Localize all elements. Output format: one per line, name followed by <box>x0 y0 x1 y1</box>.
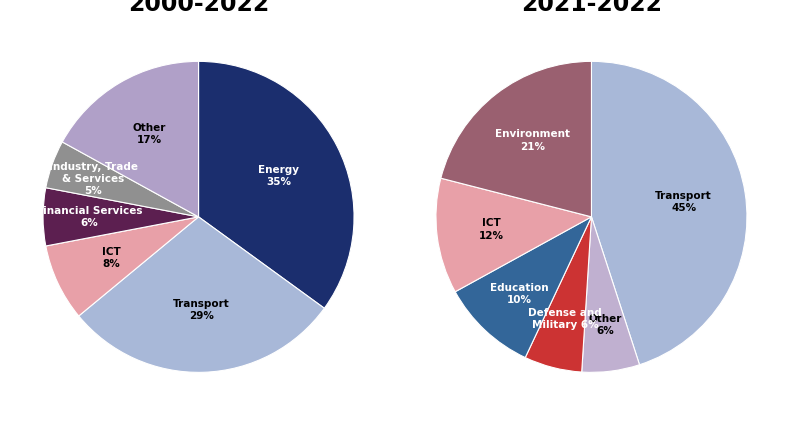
Text: Other
6%: Other 6% <box>589 313 622 336</box>
Wedge shape <box>62 61 198 217</box>
Wedge shape <box>525 217 592 372</box>
Text: Other
17%: Other 17% <box>133 123 166 145</box>
Title: 2021-2022: 2021-2022 <box>521 0 662 16</box>
Text: Financial Services
6%: Financial Services 6% <box>36 206 143 228</box>
Wedge shape <box>436 178 592 292</box>
Text: Education
10%: Education 10% <box>490 283 548 305</box>
Text: Transport
29%: Transport 29% <box>173 299 230 321</box>
Text: Environment
21%: Environment 21% <box>495 129 570 152</box>
Wedge shape <box>79 217 325 372</box>
Wedge shape <box>592 61 747 365</box>
Wedge shape <box>441 61 592 217</box>
Title: 2000-2022: 2000-2022 <box>128 0 269 16</box>
Text: ICT
8%: ICT 8% <box>102 247 121 269</box>
Text: Transport
45%: Transport 45% <box>655 191 712 213</box>
Wedge shape <box>46 142 198 217</box>
Text: Industry, Trade
& Services
5%: Industry, Trade & Services 5% <box>49 162 137 197</box>
Text: ICT
12%: ICT 12% <box>479 218 504 241</box>
Wedge shape <box>198 61 354 308</box>
Text: Defense and
Military 6%: Defense and Military 6% <box>529 308 602 331</box>
Wedge shape <box>581 217 640 372</box>
Text: Energy
35%: Energy 35% <box>258 165 299 187</box>
Wedge shape <box>43 188 198 246</box>
Wedge shape <box>46 217 198 316</box>
Wedge shape <box>455 217 592 358</box>
